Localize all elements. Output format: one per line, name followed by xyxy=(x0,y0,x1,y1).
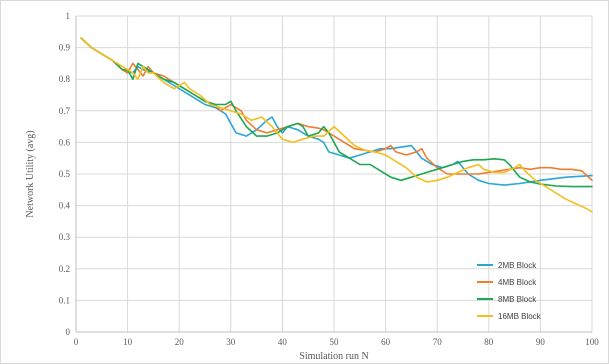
axis-layer xyxy=(75,16,592,333)
y-tick-label: 0.3 xyxy=(59,232,71,242)
legend-item: 8MB Block xyxy=(477,295,537,304)
series-layer xyxy=(80,37,593,213)
series-line-2mb-block xyxy=(80,37,593,186)
x-tick-label: 20 xyxy=(175,337,185,347)
x-tick-label: 50 xyxy=(330,337,340,347)
x-tick-label: 0 xyxy=(74,337,79,347)
legend-item: 4MB Block xyxy=(477,278,537,287)
y-tick-label: 0.1 xyxy=(59,295,70,305)
x-tick-label: 80 xyxy=(484,337,494,347)
legend-label: 4MB Block xyxy=(498,278,537,287)
tick-labels-layer: 00.10.20.30.40.50.60.70.80.910 10 20 30 40 50… xyxy=(59,11,600,347)
x-axis-title: Simulation run N xyxy=(299,351,368,362)
y-tick-label: 0.5 xyxy=(59,169,71,179)
y-tick-label: 0.6 xyxy=(59,137,71,147)
y-tick-label: 0.7 xyxy=(59,106,71,116)
y-tick-label: 0.4 xyxy=(59,201,71,211)
x-tick-label: 10 xyxy=(123,337,133,347)
legend-item: 16MB Block xyxy=(477,312,542,321)
x-tick-label: 40 xyxy=(278,337,288,347)
x-tick-label: 90 xyxy=(536,337,546,347)
x-tick-label: 100 xyxy=(585,337,599,347)
x-tick-label: 70 xyxy=(433,337,443,347)
legend-label: 8MB Block xyxy=(498,295,537,304)
x-tick-label: 30 xyxy=(226,337,236,347)
series-line-8mb-block xyxy=(80,37,593,188)
x-tick-label: 60 xyxy=(381,337,391,347)
legend-item: 2MB Block xyxy=(477,261,537,270)
y-tick-label: 1 xyxy=(66,11,71,21)
y-tick-label: 0.2 xyxy=(59,264,70,274)
y-tick-label: 0 xyxy=(66,327,71,337)
series-line-4mb-block xyxy=(80,37,593,182)
legend-label: 2MB Block xyxy=(498,261,537,270)
legend-label: 16MB Block xyxy=(498,312,542,321)
series-line-16mb-block xyxy=(80,37,593,213)
y-tick-label: 0.8 xyxy=(59,74,71,84)
y-tick-label: 0.9 xyxy=(59,43,71,53)
y-axis-title: Network Utility (avg) xyxy=(25,130,36,217)
legend: 2MB Block 4MB Block 8MB Block 16MB Block xyxy=(477,261,542,321)
